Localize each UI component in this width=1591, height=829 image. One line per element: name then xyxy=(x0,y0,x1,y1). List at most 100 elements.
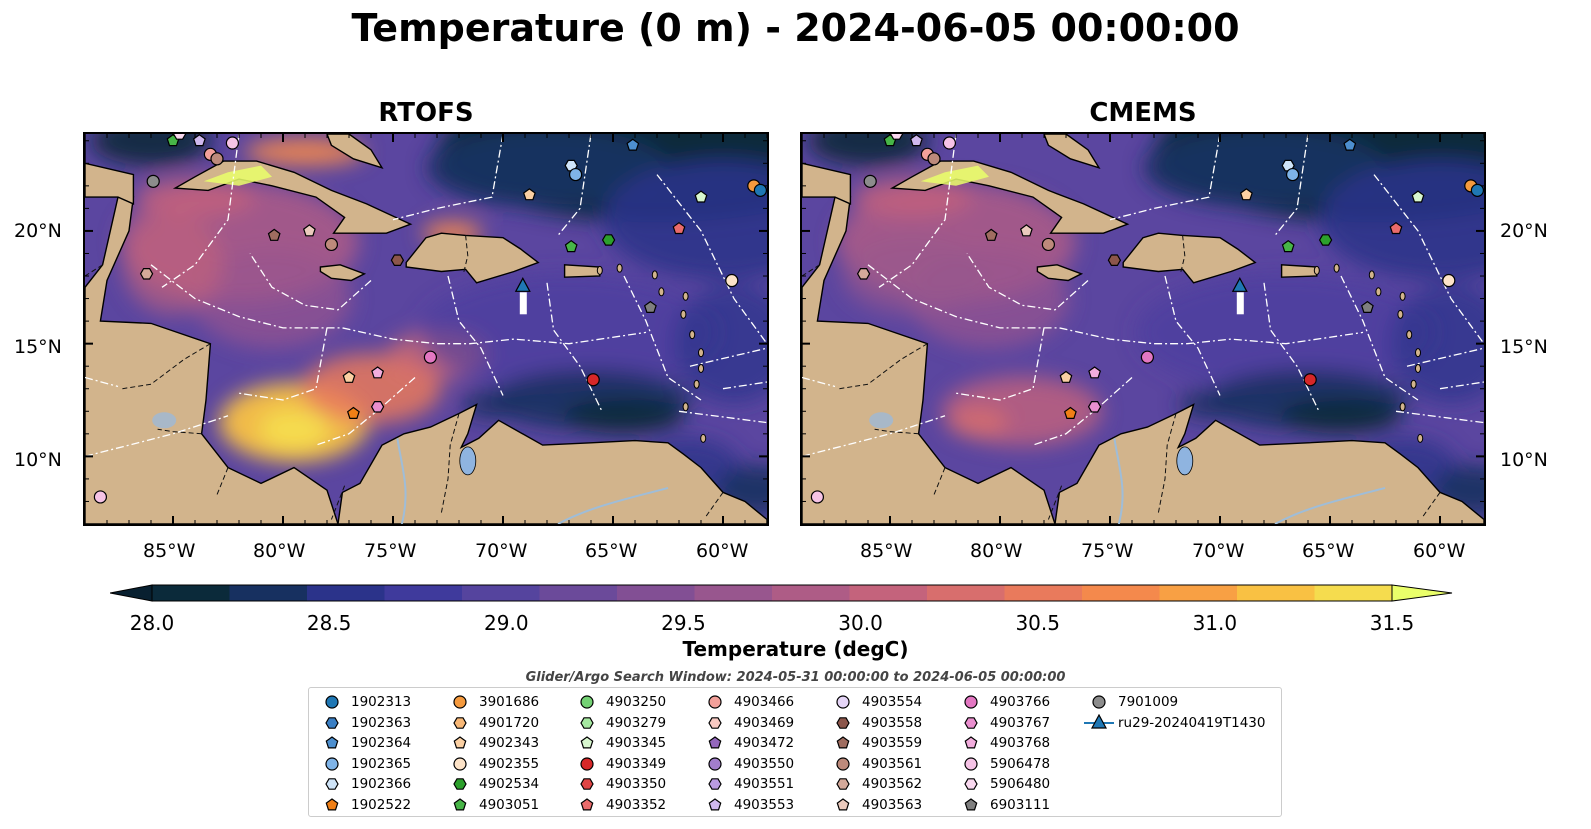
legend-marker-icon xyxy=(453,716,467,729)
legend-marker-icon xyxy=(964,716,978,729)
legend-marker-icon xyxy=(1084,713,1114,729)
eez-boundary xyxy=(315,377,416,446)
argo-marker-4903349 xyxy=(586,373,600,387)
legend-label: 5906478 xyxy=(990,755,1051,772)
temperature-patch xyxy=(1320,159,1484,280)
argo-marker-5906478 xyxy=(810,490,824,504)
argo-marker-5906478 xyxy=(942,136,956,150)
argo-marker-4903563 xyxy=(1019,224,1033,237)
legend-marker-shape xyxy=(964,778,978,790)
legend-marker-icon xyxy=(580,778,594,790)
argo-marker-1902365 xyxy=(569,167,583,182)
legend-marker-shape xyxy=(580,778,594,790)
lat-label-10n-right: 10°N xyxy=(1500,449,1548,471)
legend-marker-icon xyxy=(836,756,850,771)
legend-label: 4903250 xyxy=(606,694,667,710)
island xyxy=(1415,348,1421,358)
legend-marker-shape xyxy=(836,716,850,729)
river xyxy=(396,438,407,524)
lon-label-75w-right: 75°W xyxy=(1081,540,1134,562)
temperature-patch xyxy=(1144,134,1384,208)
argo-marker-5906480 xyxy=(889,134,904,140)
island xyxy=(1415,363,1421,373)
eez-boundary xyxy=(802,415,946,458)
argo-marker-4903562 xyxy=(856,268,871,280)
argo-marker-4902534 xyxy=(1318,234,1333,246)
legend-label: 6903111 xyxy=(990,796,1051,813)
eez-boundary xyxy=(447,275,504,396)
legend-label: 4903562 xyxy=(862,776,923,792)
lake-maracaibo xyxy=(459,446,477,476)
eez-boundary xyxy=(1032,377,1133,446)
warm-shelf xyxy=(920,165,989,186)
colorbar-bin xyxy=(539,585,618,601)
eez-boundary xyxy=(955,327,1045,401)
argo-marker-4903561 xyxy=(210,152,224,166)
legend-marker-shape xyxy=(325,716,339,729)
legend-label: 1902313 xyxy=(351,694,412,710)
argo-marker-1902522 xyxy=(1063,406,1077,419)
legend-marker-icon xyxy=(325,716,339,729)
colorbar-extend-low xyxy=(110,584,153,602)
lake-nicaragua xyxy=(869,412,894,429)
search-window-text: Glider/Argo Search Window: 2024-05-31 00… xyxy=(525,670,1066,685)
argo-marker-5906480 xyxy=(172,134,187,140)
legend-marker-shape xyxy=(836,695,850,709)
eez-boundary xyxy=(867,264,1364,345)
legend-marker-icon xyxy=(580,797,594,810)
temperature-patch xyxy=(1281,397,1401,434)
colorbar-tick-label: 31.0 xyxy=(1192,611,1238,635)
argo-marker-4902534 xyxy=(601,234,616,246)
eez-boundary xyxy=(161,134,240,288)
rtofs-panel-title: RTOFS xyxy=(378,98,474,128)
cmems-map-canvas xyxy=(802,134,1484,524)
eez-boundary xyxy=(1263,282,1320,412)
legend-label: 4903766 xyxy=(990,694,1051,710)
legend-marker-shape xyxy=(708,778,722,790)
land-centralAmerica xyxy=(802,196,1056,524)
legend-marker-shape xyxy=(325,778,339,790)
temperature-patch xyxy=(842,236,982,317)
legend-marker-icon xyxy=(708,695,722,709)
legend-label: ru29-20240419T1430 xyxy=(1118,714,1266,731)
legend-marker-icon xyxy=(580,756,594,771)
country-border xyxy=(802,264,820,277)
legend-marker-shape xyxy=(325,797,339,810)
argo-marker-1902364 xyxy=(1343,138,1357,151)
legend-marker-shape xyxy=(836,778,850,790)
island xyxy=(689,330,696,340)
legend-marker-icon xyxy=(964,695,978,709)
eez-boundary xyxy=(85,376,119,388)
legend-marker-shape xyxy=(1092,695,1106,709)
temperature-patch xyxy=(564,397,684,434)
legend-marker-shape xyxy=(708,695,722,709)
legend-marker-shape xyxy=(836,756,850,771)
eez-boundary xyxy=(392,134,504,221)
legend-marker-shape xyxy=(964,756,978,771)
lat-label-20n-right: 20°N xyxy=(1500,220,1548,242)
country-border xyxy=(1157,413,1177,513)
argo-marker-6903111 xyxy=(643,300,657,313)
legend-label: 4903551 xyxy=(734,776,795,792)
lon-label-65w-left: 65°W xyxy=(585,540,638,562)
legend-marker-icon xyxy=(325,736,339,749)
temperature-patch xyxy=(419,272,719,393)
argo-marker-1902313 xyxy=(1470,183,1484,197)
legend-label: 4901720 xyxy=(479,714,540,731)
argo-marker-4903561 xyxy=(927,152,941,166)
colorbar-bin xyxy=(1237,585,1315,601)
eez-boundary xyxy=(1340,275,1419,401)
argo-marker-4903768 xyxy=(1088,366,1102,379)
legend-marker-shape xyxy=(453,756,467,771)
glider-marker xyxy=(514,277,531,292)
lon-label-75w-left: 75°W xyxy=(364,540,417,562)
legend-label: 4903768 xyxy=(990,735,1051,751)
legend-label: 1902363 xyxy=(351,714,412,731)
eez-boundary xyxy=(802,376,836,388)
argo-marker-4903768 xyxy=(371,366,385,379)
cmems-map xyxy=(800,132,1486,526)
legend-label: 5906480 xyxy=(990,776,1051,792)
argo-marker-7901009 xyxy=(863,174,877,188)
eez-boundary xyxy=(546,282,603,412)
colorbar-bin xyxy=(772,585,850,601)
